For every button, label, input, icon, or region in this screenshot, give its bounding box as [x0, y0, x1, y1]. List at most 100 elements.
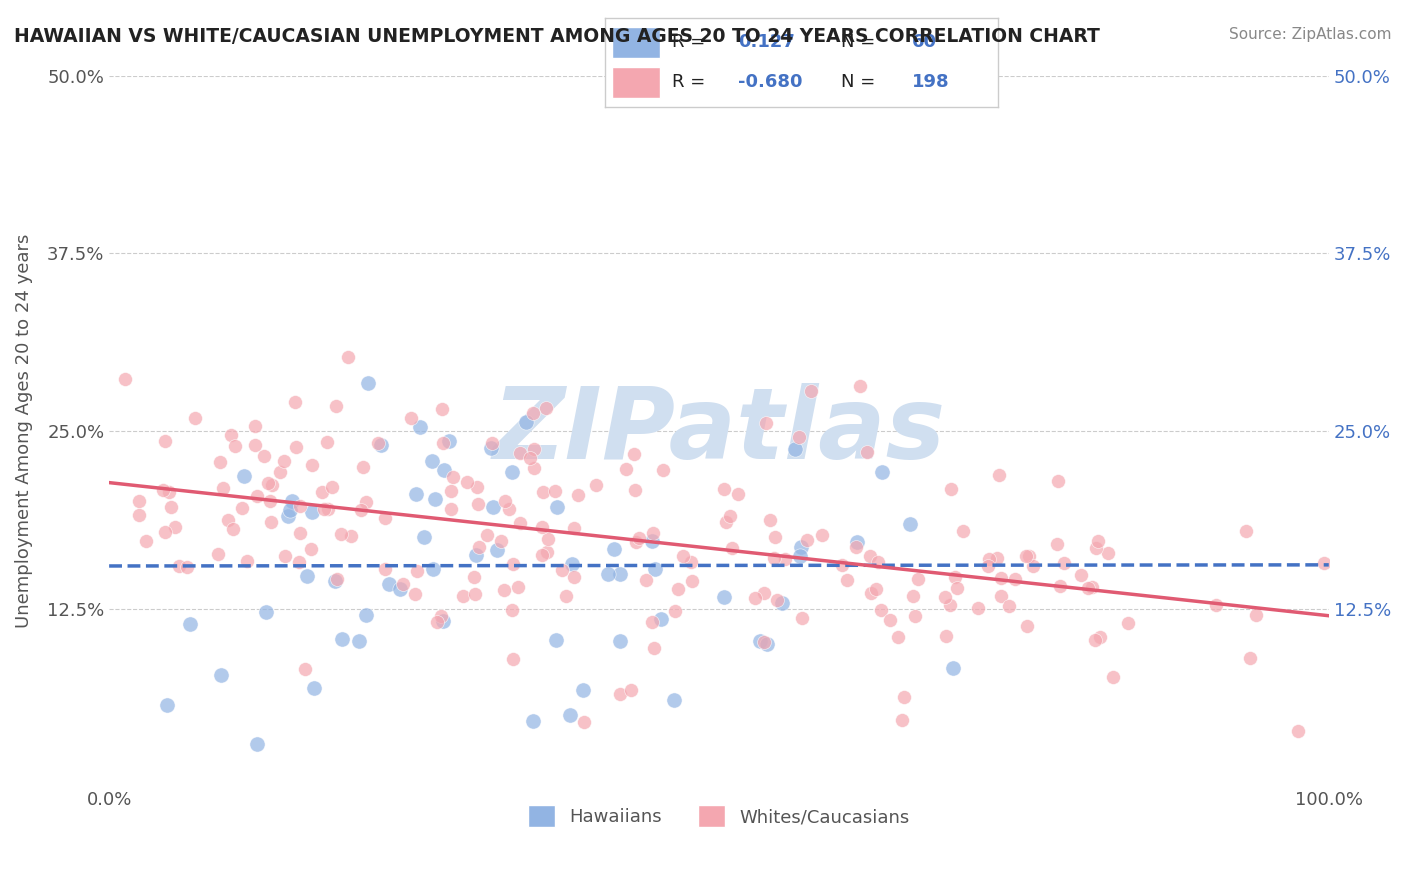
Point	[718, 508, 741, 523]
Point	[634, 574, 657, 588]
Point	[609, 567, 631, 582]
Point	[1018, 549, 1040, 563]
Point	[277, 508, 299, 523]
Point	[486, 543, 509, 558]
Point	[468, 540, 491, 554]
Point	[278, 502, 301, 516]
Point	[650, 612, 672, 626]
Text: -0.680: -0.680	[738, 73, 803, 91]
Point	[501, 465, 523, 479]
Point	[759, 513, 782, 527]
Point	[1081, 580, 1104, 594]
Point	[990, 590, 1012, 604]
Point	[464, 587, 486, 601]
Point	[246, 489, 269, 503]
Point	[628, 531, 651, 545]
Point	[135, 533, 157, 548]
Point	[509, 516, 531, 530]
Point	[262, 477, 284, 491]
Point	[209, 455, 232, 469]
Point	[246, 738, 269, 752]
Point	[869, 602, 891, 616]
Point	[330, 526, 353, 541]
Point	[744, 591, 766, 605]
Point	[775, 551, 797, 566]
Point	[644, 562, 666, 576]
Point	[945, 581, 967, 595]
Text: R =: R =	[672, 33, 704, 51]
Point	[432, 436, 454, 450]
Point	[1088, 630, 1111, 644]
Point	[224, 439, 246, 453]
Point	[489, 534, 512, 549]
Point	[152, 483, 174, 497]
Point	[562, 521, 585, 535]
Point	[749, 634, 772, 648]
Point	[713, 591, 735, 605]
Point	[952, 524, 974, 538]
Point	[325, 399, 347, 413]
Point	[848, 378, 870, 392]
Point	[367, 436, 389, 450]
Point	[498, 502, 520, 516]
Point	[219, 428, 242, 442]
Point	[1004, 572, 1026, 586]
Point	[766, 592, 789, 607]
Point	[437, 434, 460, 449]
Point	[253, 449, 276, 463]
Point	[481, 436, 503, 450]
Point	[554, 589, 576, 603]
Point	[1116, 615, 1139, 630]
Point	[865, 582, 887, 597]
Point	[1046, 537, 1069, 551]
Point	[392, 577, 415, 591]
Point	[429, 609, 451, 624]
Point	[1313, 556, 1336, 570]
Bar	[613, 67, 659, 98]
Point	[128, 508, 150, 523]
Point	[422, 562, 444, 576]
Point	[1053, 556, 1076, 570]
Point	[800, 384, 823, 399]
Point	[831, 558, 853, 572]
Point	[157, 484, 180, 499]
Point	[935, 629, 957, 643]
Point	[302, 681, 325, 695]
Point	[907, 572, 929, 586]
Point	[987, 467, 1010, 482]
Point	[506, 580, 529, 594]
Point	[337, 350, 360, 364]
Point	[260, 516, 283, 530]
Point	[859, 586, 882, 600]
Point	[432, 614, 454, 628]
Point	[1077, 581, 1099, 595]
Text: Source: ZipAtlas.com: Source: ZipAtlas.com	[1229, 27, 1392, 42]
Point	[537, 532, 560, 546]
Point	[399, 410, 422, 425]
Point	[257, 476, 280, 491]
Point	[312, 501, 335, 516]
Point	[904, 609, 927, 624]
Point	[290, 525, 312, 540]
Point	[811, 528, 834, 542]
Point	[585, 477, 607, 491]
Point	[942, 661, 965, 675]
Point	[890, 714, 912, 728]
Point	[609, 687, 631, 701]
Point	[681, 574, 703, 588]
Point	[1087, 534, 1109, 549]
Point	[451, 589, 474, 603]
Point	[404, 587, 426, 601]
Point	[755, 416, 778, 430]
Point	[352, 460, 374, 475]
Point	[845, 540, 868, 554]
Text: N =: N =	[841, 73, 875, 91]
Point	[522, 714, 544, 729]
Point	[640, 615, 662, 629]
Point	[856, 445, 879, 459]
Point	[420, 454, 443, 468]
Point	[440, 502, 463, 516]
Point	[1205, 599, 1227, 613]
Point	[789, 549, 811, 563]
Point	[321, 480, 343, 494]
